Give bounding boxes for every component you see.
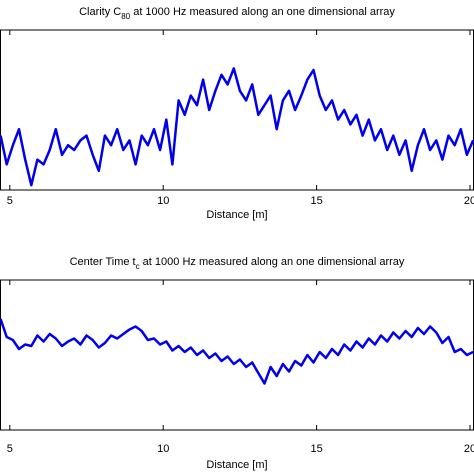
title-part: Clarity C — [79, 6, 121, 18]
x-axis-label: Distance [m] — [206, 209, 267, 221]
x-tick-label: 10 — [157, 443, 169, 455]
title-subscript: 80 — [121, 12, 130, 21]
plot-frame — [0, 29, 474, 191]
x-tick-label: 20 — [464, 443, 474, 455]
x-tick-label: 5 — [7, 195, 13, 207]
chart-title: Clarity C80 at 1000 Hz measured along an… — [79, 6, 395, 21]
x-tick-label: 10 — [157, 195, 169, 207]
title-part: at 1000 Hz measured along an one dimensi… — [140, 256, 405, 268]
plot-frame — [0, 279, 474, 431]
title-part: at 1000 Hz measured along an one dimensi… — [130, 6, 395, 18]
data-line — [0, 67, 474, 187]
x-tick-label: 20 — [464, 195, 474, 207]
title-subscript: c — [136, 262, 140, 271]
title-part: Center Time t — [70, 256, 136, 268]
x-axis-label: Distance [m] — [206, 459, 267, 471]
data-line — [0, 318, 474, 385]
x-tick-label: 15 — [310, 195, 322, 207]
x-tick-label: 15 — [310, 443, 322, 455]
x-tick-label: 5 — [7, 443, 13, 455]
chart-title: Center Time tc at 1000 Hz measured along… — [70, 256, 405, 271]
